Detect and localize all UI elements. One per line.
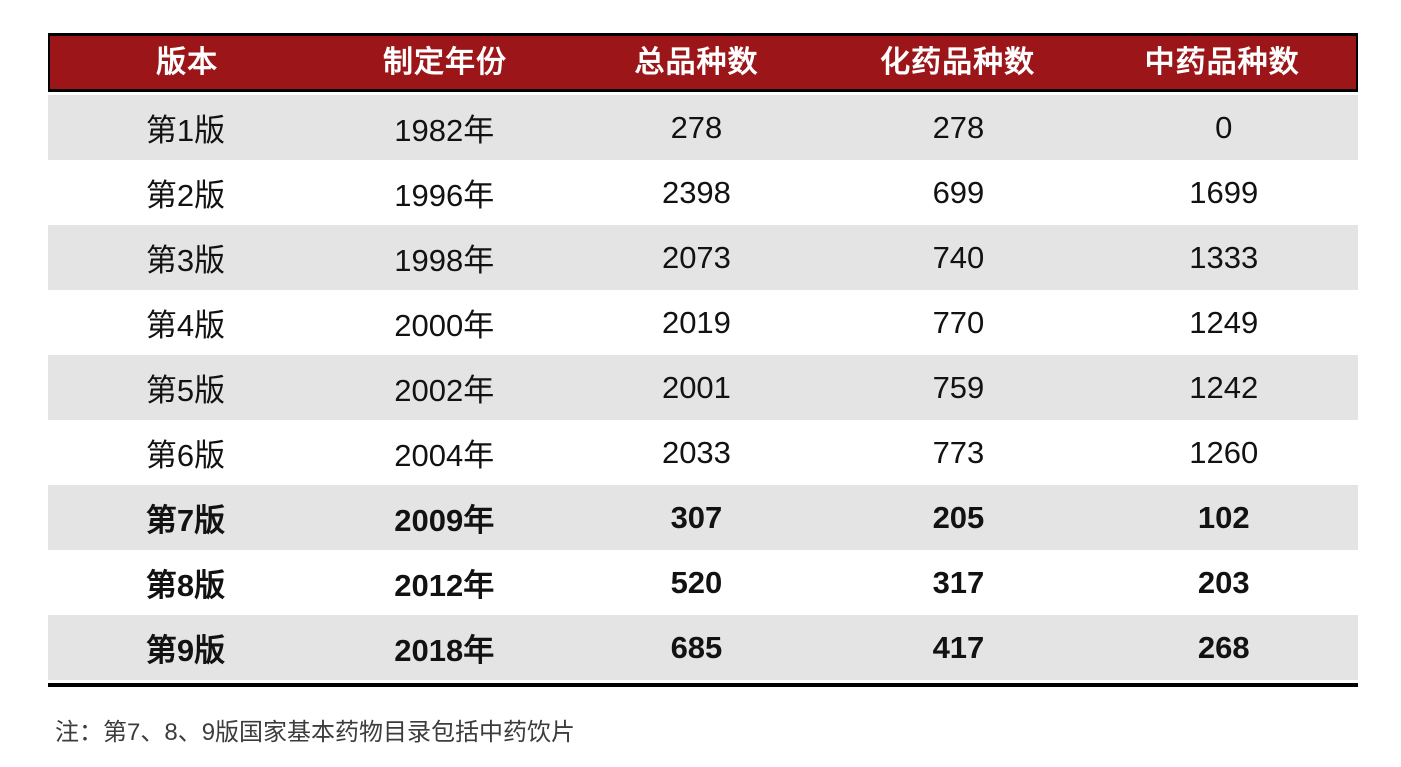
- data-table: 版本 制定年份 总品种数 化药品种数 中药品种数 第1版 1982年 278 2…: [48, 33, 1358, 687]
- table-row: 第8版 2012年 520 317 203: [48, 550, 1358, 615]
- table-row: 第9版 2018年 685 417 268: [48, 615, 1358, 680]
- table-cell: 第6版: [145, 438, 226, 473]
- table-cell: 第3版: [145, 243, 226, 278]
- column-header-total-count: 总品种数: [634, 46, 759, 79]
- table-cell: 205: [932, 499, 985, 535]
- table-cell: 268: [1197, 629, 1250, 665]
- table-cell: 1996年: [394, 178, 495, 213]
- table-cell: 2000年: [394, 308, 495, 343]
- table-cell: 1242: [1189, 369, 1259, 405]
- footnote: 注：第7、8、9版国家基本药物目录包括中药饮片: [55, 719, 576, 746]
- table-cell: 307: [670, 499, 723, 535]
- table-cell: 第9版: [145, 633, 226, 668]
- table-cell: 278: [932, 109, 985, 145]
- table-bottom-rule: [48, 683, 1358, 687]
- table-row: 第2版 1996年 2398 699 1699: [48, 160, 1358, 225]
- table-cell: 第4版: [145, 308, 226, 343]
- table-cell: 773: [932, 434, 985, 470]
- table-cell: 2018年: [394, 633, 495, 668]
- table-cell: 1699: [1189, 174, 1259, 210]
- table-cell: 1249: [1189, 304, 1259, 340]
- table-cell: 770: [932, 304, 985, 340]
- table-cell: 278: [670, 109, 723, 145]
- table-row: 第5版 2002年 2001 759 1242: [48, 355, 1358, 420]
- column-header-version: 版本: [156, 46, 219, 79]
- table-cell: 2002年: [394, 373, 495, 408]
- table-cell: 第8版: [145, 568, 226, 603]
- table-cell: 第1版: [145, 113, 226, 148]
- table-cell: 203: [1197, 564, 1250, 600]
- table-cell: 2033: [661, 434, 731, 470]
- table-cell: 2009年: [394, 503, 495, 538]
- table-cell: 2001: [661, 369, 731, 405]
- table-cell: 2004年: [394, 438, 495, 473]
- table-row: 第1版 1982年 278 278 0: [48, 95, 1358, 160]
- table-cell: 0: [1215, 109, 1233, 145]
- table-header-row: 版本 制定年份 总品种数 化药品种数 中药品种数: [48, 33, 1358, 92]
- table-row: 第7版 2009年 307 205 102: [48, 485, 1358, 550]
- table-cell: 第2版: [145, 178, 226, 213]
- table-cell: 685: [670, 629, 723, 665]
- table-cell: 520: [670, 564, 723, 600]
- table-cell: 2398: [661, 174, 731, 210]
- table-cell: 2019: [661, 304, 731, 340]
- table-cell: 102: [1197, 499, 1250, 535]
- column-header-tcm-count: 中药品种数: [1144, 46, 1300, 79]
- table-cell: 417: [932, 629, 985, 665]
- table-cell: 1260: [1189, 434, 1259, 470]
- table-cell: 1998年: [394, 243, 495, 278]
- table-cell: 2073: [661, 239, 731, 275]
- column-header-year: 制定年份: [383, 46, 508, 79]
- table-cell: 第7版: [145, 503, 226, 538]
- table-cell: 317: [932, 564, 985, 600]
- table-cell: 1333: [1189, 239, 1259, 275]
- table-cell: 1982年: [394, 113, 495, 148]
- table-cell: 740: [932, 239, 985, 275]
- table-cell: 第5版: [145, 373, 226, 408]
- table-cell: 2012年: [394, 568, 495, 603]
- table-row: 第3版 1998年 2073 740 1333: [48, 225, 1358, 290]
- table-row: 第6版 2004年 2033 773 1260: [48, 420, 1358, 485]
- table-row: 第4版 2000年 2019 770 1249: [48, 290, 1358, 355]
- table-cell: 699: [932, 174, 985, 210]
- table-cell: 759: [932, 369, 985, 405]
- column-header-chemical-count: 化药品种数: [880, 46, 1036, 79]
